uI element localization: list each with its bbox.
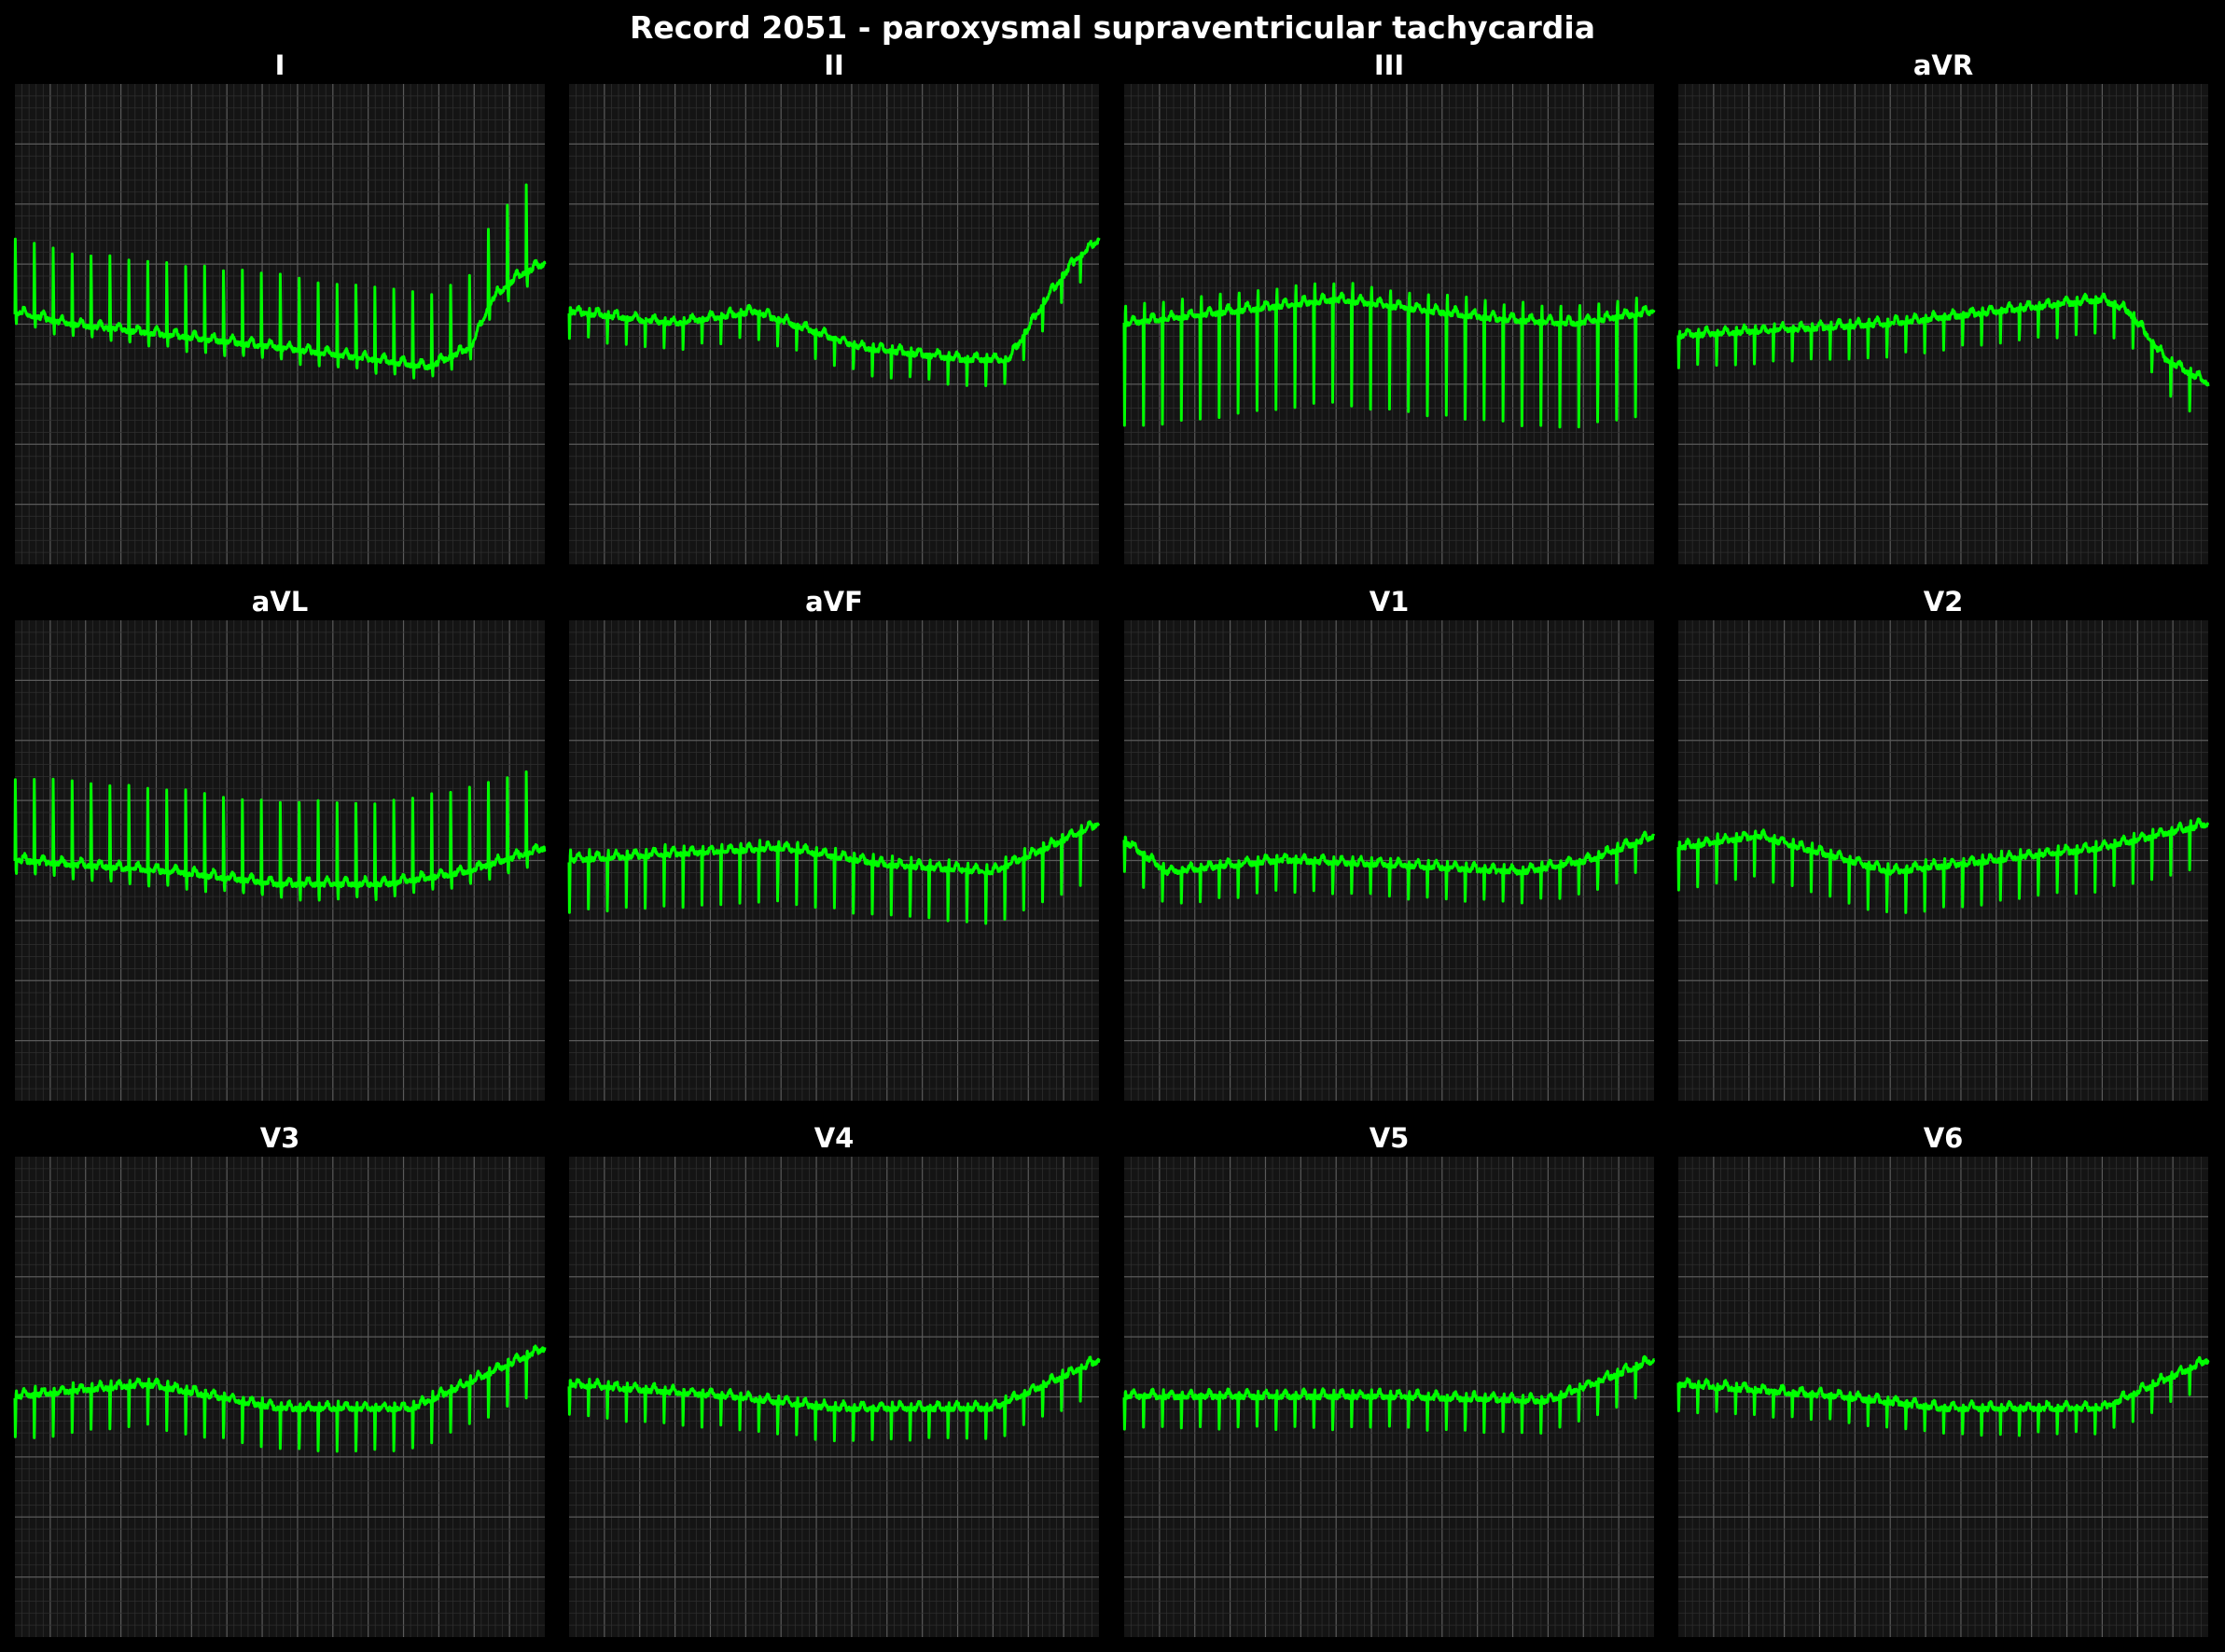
lead-title-v2: V2 (1924, 586, 1964, 618)
lead-panel-v5: V5 (1122, 1122, 1656, 1637)
ecg-grid (1678, 620, 2208, 1101)
lead-title-v4: V4 (814, 1122, 855, 1154)
lead-title-v1: V1 (1370, 586, 1410, 618)
ecg-trace-i (13, 183, 547, 380)
lead-panel-v4: V4 (567, 1122, 1101, 1637)
ecg-trace-iii (1122, 282, 1656, 429)
ecg-grid (15, 620, 545, 1101)
ecg-grid (569, 620, 1099, 1101)
lead-panel-v1: V1 (1122, 586, 1656, 1101)
ecg-trace-v4 (567, 1355, 1101, 1443)
lead-title-avr: aVR (1913, 49, 1973, 81)
ecg-grid (569, 1157, 1099, 1637)
ecg-trace-avf (567, 820, 1101, 925)
lead-panel-avf: aVF (567, 586, 1101, 1101)
chart-title: Record 2051 - paroxysmal supraventricula… (629, 9, 1596, 46)
lead-title-avl: aVL (252, 586, 309, 618)
lead-panel-ii: II (567, 49, 1101, 564)
ecg-trace-avr (1676, 292, 2210, 413)
lead-panel-avl: aVL (13, 586, 547, 1101)
lead-title-avf: aVF (805, 586, 863, 618)
lead-panel-v3: V3 (13, 1122, 547, 1637)
lead-title-iii: III (1374, 49, 1404, 81)
lead-title-v6: V6 (1924, 1122, 1964, 1154)
lead-title-ii: II (824, 49, 844, 81)
ecg-trace-ii (567, 237, 1101, 387)
ecg-grid (15, 1157, 545, 1637)
ecg-trace-v5 (1122, 1354, 1656, 1435)
ecg-grid (569, 84, 1099, 564)
lead-title-v5: V5 (1370, 1122, 1410, 1154)
lead-panel-iii: III (1122, 49, 1656, 564)
ecg-trace-v2 (1676, 817, 2210, 914)
lead-panel-v6: V6 (1676, 1122, 2210, 1637)
lead-panel-i: I (13, 49, 547, 564)
ecg-trace-avl (13, 770, 547, 902)
lead-title-i: I (275, 49, 285, 81)
lead-panel-avr: aVR (1676, 49, 2210, 564)
ecg-trace-v6 (1676, 1355, 2210, 1437)
ecg-trace-v3 (13, 1344, 547, 1453)
lead-title-v3: V3 (260, 1122, 300, 1154)
lead-panel-v2: V2 (1676, 586, 2210, 1101)
ecg-grid (1678, 84, 2208, 564)
ecg-trace-v1 (1122, 830, 1656, 905)
